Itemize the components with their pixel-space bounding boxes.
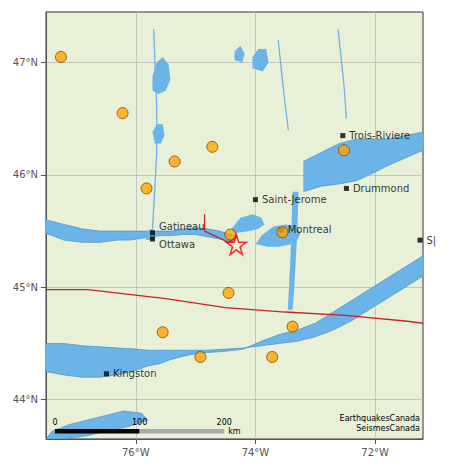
svg-text:100: 100 <box>132 418 147 427</box>
svg-text:0: 0 <box>52 418 57 427</box>
svg-text:200: 200 <box>216 418 232 428</box>
svg-text:47°N: 47°N <box>13 57 38 68</box>
svg-text:EarthquakesCanada: EarthquakesCanada <box>340 414 420 423</box>
svg-text:Gatineau: Gatineau <box>159 221 205 232</box>
svg-text:Ottawa: Ottawa <box>159 239 195 250</box>
svg-text:74°W: 74°W <box>242 447 270 458</box>
svg-text:Montreal: Montreal <box>288 224 332 235</box>
svg-text:45°N: 45°N <box>13 282 38 293</box>
svg-text:S|: S| <box>427 235 437 247</box>
svg-text:km: km <box>228 427 241 436</box>
svg-text:SeismesCanada: SeismesCanada <box>356 424 420 433</box>
svg-text:44°N: 44°N <box>13 394 38 405</box>
svg-text:Kingston: Kingston <box>113 368 157 379</box>
svg-text:76°W: 76°W <box>122 447 150 458</box>
svg-text:Saint-Jerome: Saint-Jerome <box>262 194 327 205</box>
svg-text:46°N: 46°N <box>13 169 38 180</box>
svg-text:72°W: 72°W <box>361 447 389 458</box>
svg-text:Drummond: Drummond <box>353 183 409 194</box>
svg-text:Trois-Riviere: Trois-Riviere <box>348 130 410 141</box>
